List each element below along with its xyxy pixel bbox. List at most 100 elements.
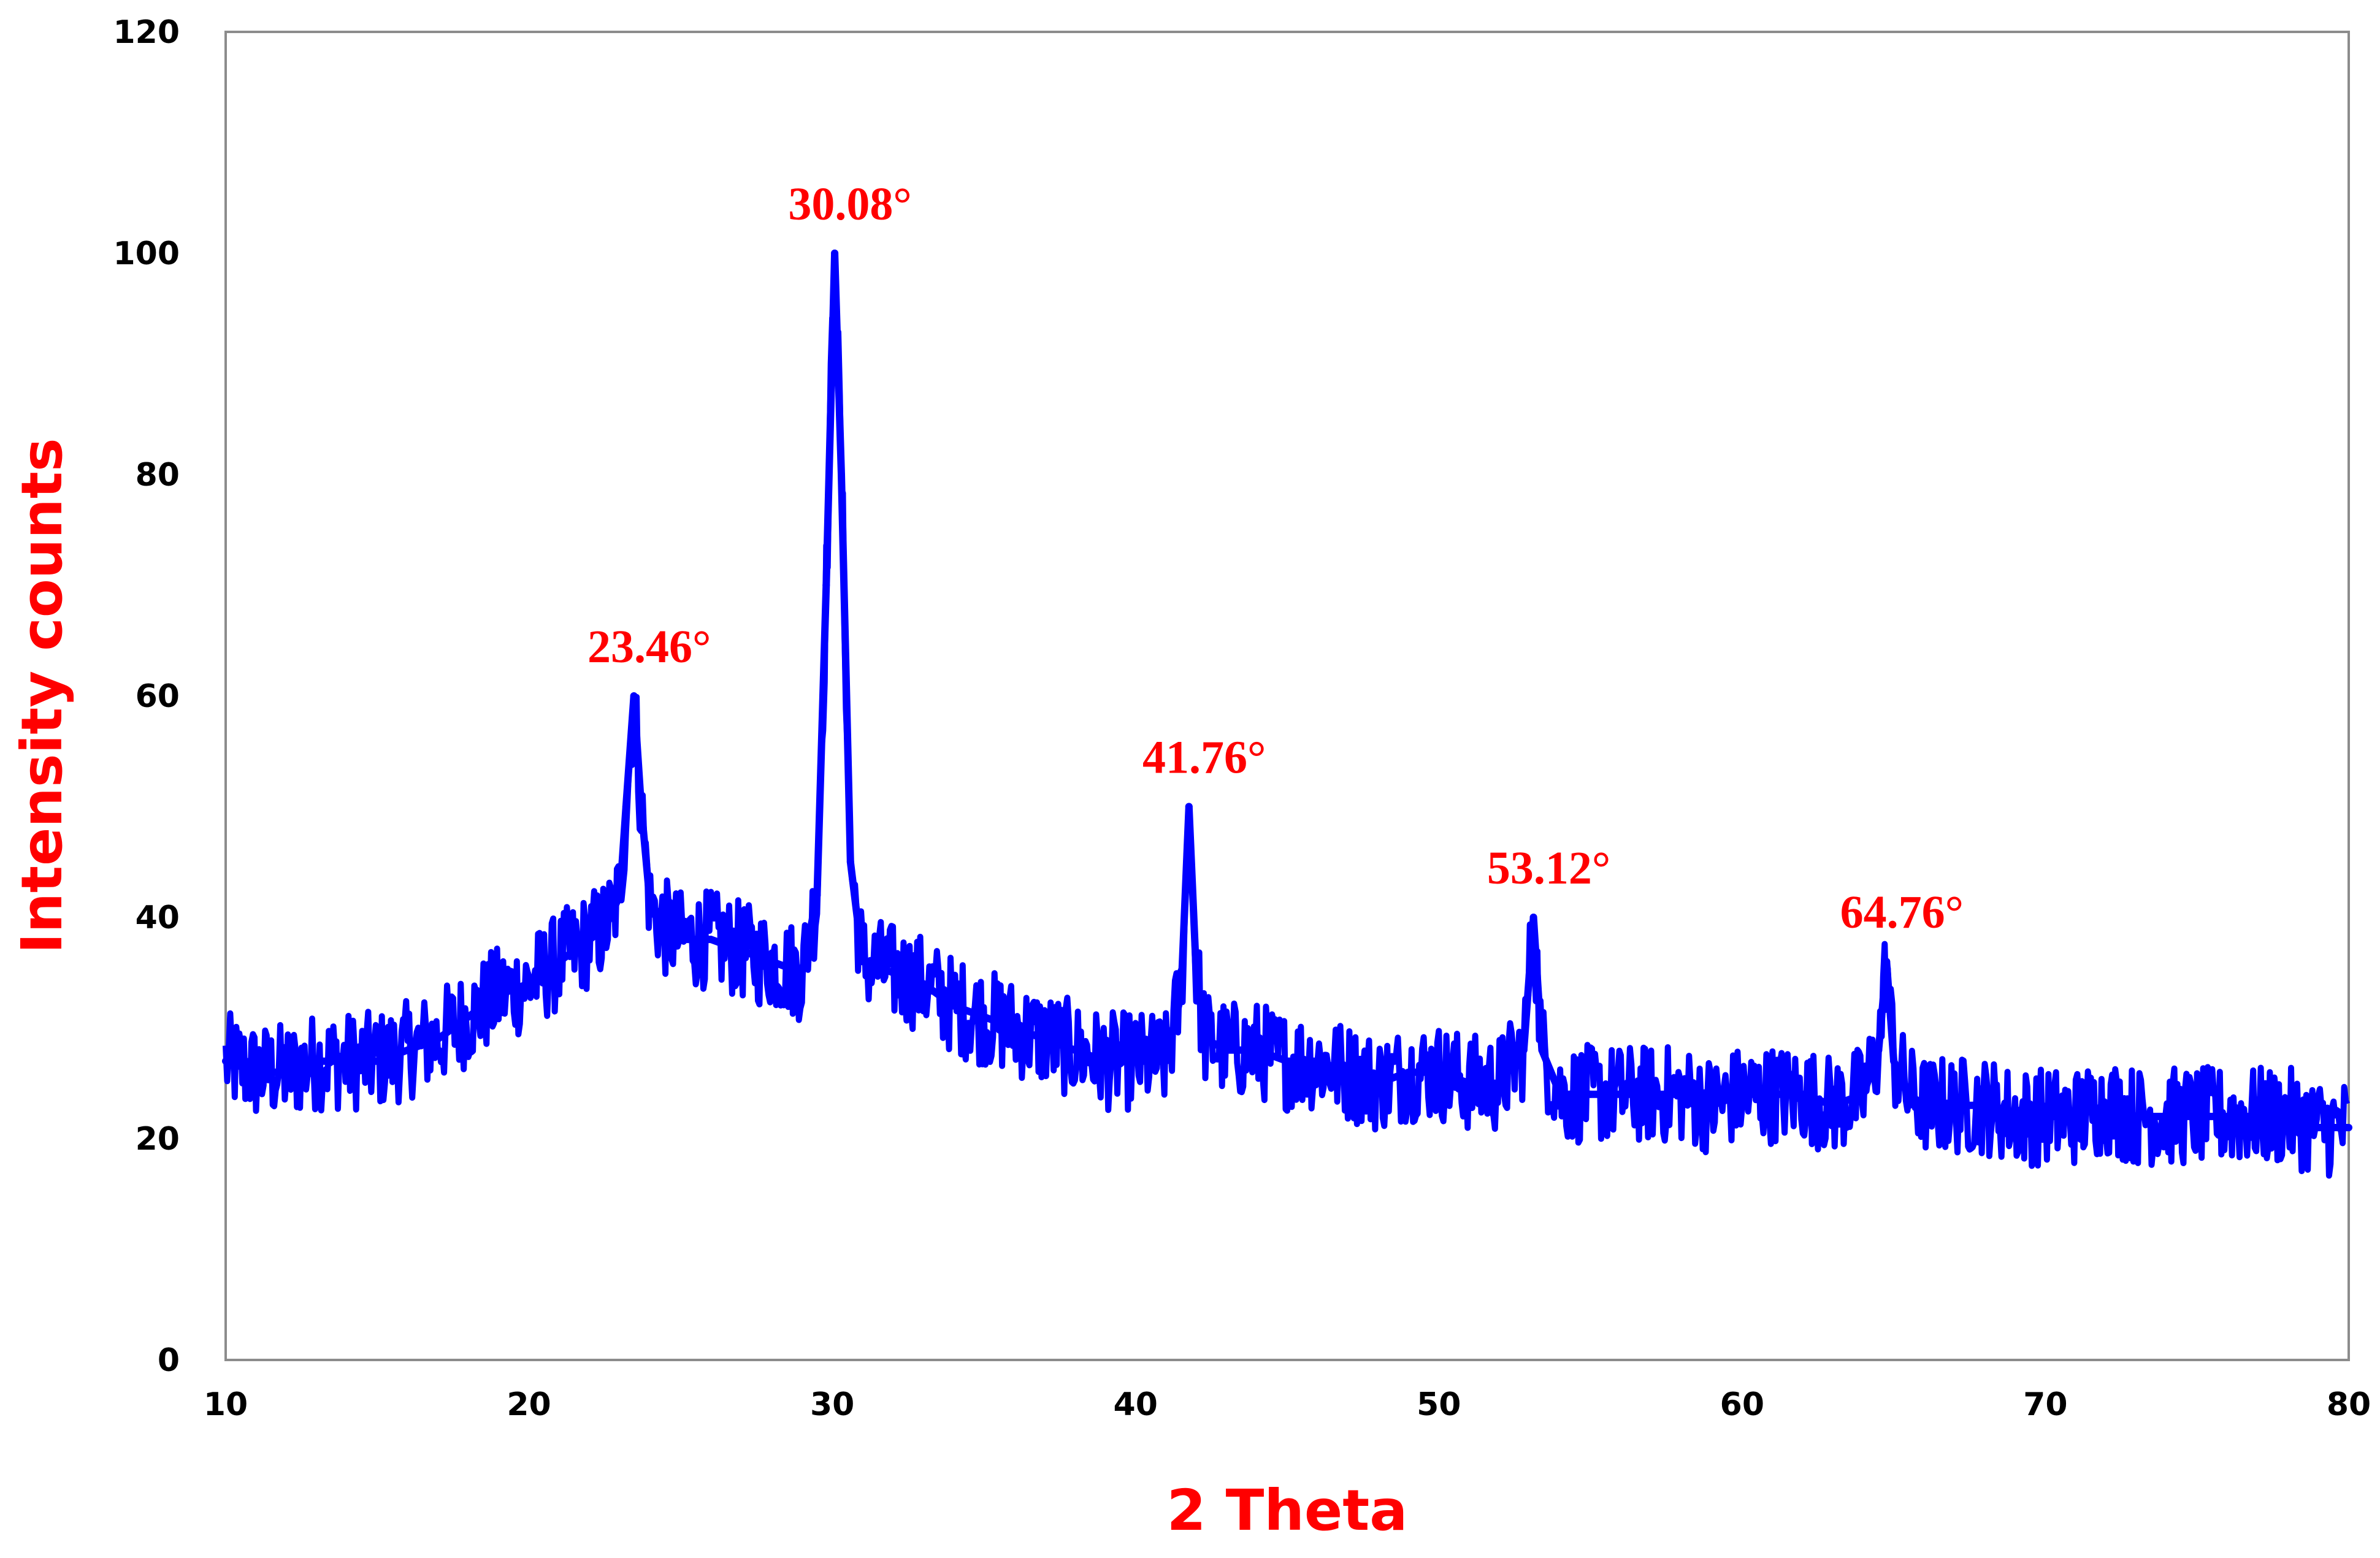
data-point bbox=[616, 891, 624, 899]
data-point bbox=[252, 1068, 260, 1076]
data-point bbox=[1344, 1068, 1352, 1076]
data-point bbox=[1769, 1090, 1777, 1098]
data-point bbox=[646, 902, 654, 910]
data-point bbox=[768, 958, 776, 966]
data-point bbox=[495, 991, 503, 999]
data-point bbox=[2102, 1101, 2110, 1109]
data-point bbox=[707, 936, 715, 944]
data-point bbox=[1920, 1101, 1928, 1109]
data-point bbox=[949, 1002, 957, 1010]
data-point bbox=[404, 1046, 411, 1054]
data-point bbox=[1529, 914, 1537, 921]
data-point bbox=[1465, 1079, 1473, 1087]
data-point bbox=[1101, 1057, 1109, 1065]
peak-label: 23.46° bbox=[587, 621, 711, 673]
data-point bbox=[2224, 1112, 2232, 1120]
y-tick-label: 40 bbox=[136, 899, 180, 936]
data-point bbox=[2284, 1112, 2292, 1120]
x-tick-label: 60 bbox=[1720, 1386, 1764, 1423]
data-point bbox=[1284, 1057, 1291, 1065]
peak-label: 41.76° bbox=[1142, 732, 1266, 784]
data-point bbox=[1520, 1046, 1528, 1054]
x-axis-title: 2 Theta bbox=[1167, 1478, 1408, 1543]
peak-label: 53.12° bbox=[1487, 842, 1610, 894]
data-point bbox=[1538, 1046, 1546, 1054]
x-tick-label: 30 bbox=[810, 1386, 854, 1423]
data-point bbox=[1010, 1024, 1018, 1032]
y-tick-label: 60 bbox=[136, 678, 180, 715]
data-point bbox=[601, 925, 609, 933]
y-axis-title: Intensity counts bbox=[9, 438, 75, 953]
data-point bbox=[859, 958, 867, 966]
x-tick-label: 10 bbox=[204, 1386, 248, 1423]
data-point bbox=[1617, 1090, 1625, 1098]
data-point bbox=[282, 1068, 290, 1076]
data-point bbox=[837, 471, 845, 478]
data-point bbox=[737, 947, 745, 955]
x-tick-label: 40 bbox=[1114, 1386, 1158, 1423]
data-point bbox=[1185, 803, 1193, 811]
data-point bbox=[831, 250, 839, 257]
data-point bbox=[343, 1057, 351, 1065]
data-point bbox=[1829, 1101, 1837, 1109]
x-tick-label: 70 bbox=[2023, 1386, 2067, 1423]
data-point bbox=[464, 1013, 472, 1021]
data-point bbox=[1192, 969, 1200, 977]
data-point bbox=[622, 803, 630, 811]
data-point bbox=[1738, 1090, 1746, 1098]
peak-label: 64.76° bbox=[1840, 887, 1964, 938]
data-point bbox=[1556, 1090, 1564, 1098]
data-point bbox=[222, 1057, 229, 1065]
data-point bbox=[980, 1013, 988, 1021]
data-point bbox=[1981, 1101, 1989, 1109]
data-point bbox=[1041, 1035, 1049, 1043]
data-point bbox=[556, 958, 564, 966]
data-point bbox=[1875, 1046, 1883, 1054]
data-point bbox=[662, 925, 670, 933]
data-point bbox=[1404, 1068, 1412, 1076]
data-point bbox=[889, 969, 897, 977]
tick-labels: 10 20 30 40 50 60 70 80 0 20 40 60 80 100 120 bbox=[113, 14, 2371, 1423]
y-tick-label: 100 bbox=[113, 235, 180, 272]
data-point bbox=[1435, 1068, 1443, 1076]
data-point bbox=[1223, 1046, 1231, 1054]
data-point bbox=[373, 1057, 381, 1065]
y-tick-label: 0 bbox=[158, 1342, 180, 1379]
y-tick-label: 20 bbox=[136, 1121, 180, 1158]
data-point bbox=[2011, 1112, 2019, 1120]
data-point bbox=[846, 858, 854, 866]
x-tick-label: 50 bbox=[1417, 1386, 1461, 1423]
data-point bbox=[676, 936, 684, 944]
data-point bbox=[1253, 1046, 1261, 1054]
data-point bbox=[2314, 1123, 2322, 1131]
data-point bbox=[2072, 1112, 2080, 1120]
data-point bbox=[2041, 1112, 2049, 1120]
data-point bbox=[1374, 1079, 1382, 1087]
data-point bbox=[1951, 1101, 1959, 1109]
peak-annotations: 23.46° 30.08° 41.76° 53.12° 64.76° bbox=[587, 178, 1964, 938]
data-point bbox=[798, 969, 806, 977]
data-point bbox=[822, 581, 830, 589]
data-point bbox=[2163, 1112, 2171, 1120]
data-point bbox=[1708, 1101, 1716, 1109]
peak-label: 30.08° bbox=[788, 178, 911, 230]
data-point bbox=[586, 936, 594, 944]
data-point bbox=[1201, 1035, 1209, 1043]
data-point bbox=[2193, 1112, 2201, 1120]
data-point bbox=[313, 1057, 321, 1065]
data-point bbox=[2345, 1123, 2352, 1131]
data-point bbox=[1799, 1090, 1807, 1098]
data-point bbox=[434, 1035, 442, 1043]
x-tick-label: 20 bbox=[507, 1386, 551, 1423]
y-tick-label: 120 bbox=[113, 14, 180, 51]
series-layer bbox=[222, 250, 2352, 1179]
data-point bbox=[525, 980, 533, 988]
data-point bbox=[1677, 1090, 1685, 1098]
data-point bbox=[1071, 1046, 1079, 1054]
data-point bbox=[2254, 1112, 2262, 1120]
series-noise bbox=[223, 313, 2351, 1179]
data-point bbox=[1496, 1079, 1504, 1087]
data-point bbox=[1586, 1090, 1594, 1098]
